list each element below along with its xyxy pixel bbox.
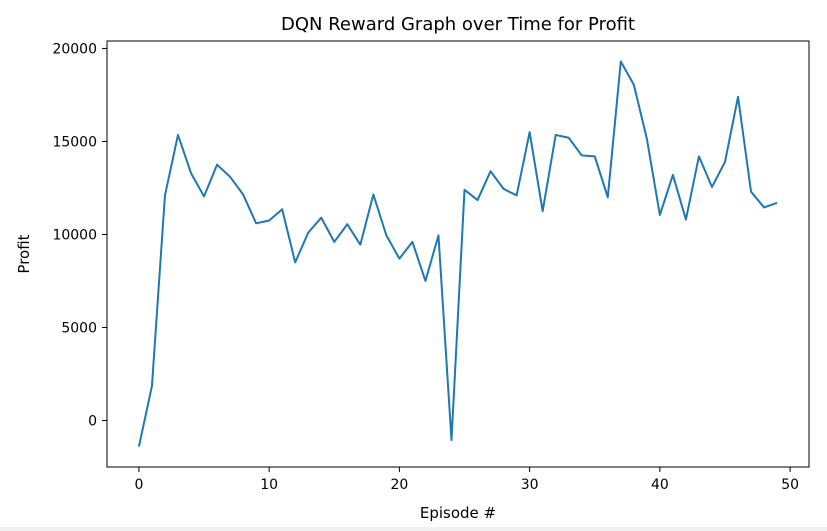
data-point <box>607 196 609 198</box>
data-point <box>190 172 192 174</box>
data-point <box>281 208 283 210</box>
x-axis-label: Episode # <box>420 504 496 522</box>
data-point <box>581 154 583 156</box>
x-axis: 0 10 20 30 40 50 <box>134 467 799 493</box>
data-point <box>346 223 348 225</box>
data-point <box>450 439 452 441</box>
data-point <box>763 206 765 208</box>
data-point <box>203 195 205 197</box>
data-point <box>372 193 374 195</box>
y-tick-label: 20000 <box>52 41 97 57</box>
data-point <box>385 234 387 236</box>
data-point <box>698 155 700 157</box>
data-point <box>307 232 309 234</box>
y-tick-label: 15000 <box>52 134 97 150</box>
y-axis-label: Profit <box>15 234 33 273</box>
data-point <box>776 202 778 204</box>
data-point <box>659 214 661 216</box>
x-tick-label: 20 <box>390 477 408 493</box>
data-point <box>633 84 635 86</box>
bottom-bar <box>0 527 827 531</box>
data-point <box>151 385 153 387</box>
data-point <box>398 258 400 260</box>
data-point <box>555 134 557 136</box>
data-point <box>568 137 570 139</box>
data-point <box>411 241 413 243</box>
data-point <box>177 134 179 136</box>
x-tick-label: 30 <box>521 477 539 493</box>
data-point <box>359 244 361 246</box>
data-point <box>685 219 687 221</box>
data-point <box>477 199 479 201</box>
data-point <box>529 131 531 133</box>
data-point <box>737 96 739 98</box>
data-point <box>594 155 596 157</box>
data-point <box>711 186 713 188</box>
data-point <box>620 60 622 62</box>
y-tick-label: 0 <box>88 413 97 429</box>
data-point <box>646 138 648 140</box>
x-tick-label: 50 <box>781 477 799 493</box>
data-point <box>333 241 335 243</box>
data-points <box>138 60 778 447</box>
data-point <box>464 189 466 191</box>
profit-series-line <box>137 60 778 447</box>
data-point <box>490 170 492 172</box>
x-tick-label: 40 <box>651 477 669 493</box>
data-point <box>437 234 439 236</box>
y-axis: 0 5000 10000 15000 20000 <box>52 41 107 429</box>
x-tick-label: 0 <box>134 477 143 493</box>
x-tick-label: 10 <box>260 477 278 493</box>
data-point <box>724 161 726 163</box>
data-point <box>516 194 518 196</box>
data-point <box>216 164 218 166</box>
plot-frame <box>106 40 810 468</box>
data-point <box>164 194 166 196</box>
data-point <box>503 188 505 190</box>
data-point <box>242 193 244 195</box>
data-point <box>268 220 270 222</box>
data-point <box>320 217 322 219</box>
y-tick-label: 10000 <box>52 227 97 243</box>
data-point <box>294 261 296 263</box>
data-point <box>750 191 752 193</box>
chart-title: DQN Reward Graph over Time for Profit <box>281 14 635 35</box>
data-point <box>424 280 426 282</box>
data-point <box>229 176 231 178</box>
data-point <box>138 446 140 448</box>
data-point <box>255 222 257 224</box>
y-tick-label: 5000 <box>61 320 97 336</box>
data-point <box>542 210 544 212</box>
data-point <box>672 174 674 176</box>
